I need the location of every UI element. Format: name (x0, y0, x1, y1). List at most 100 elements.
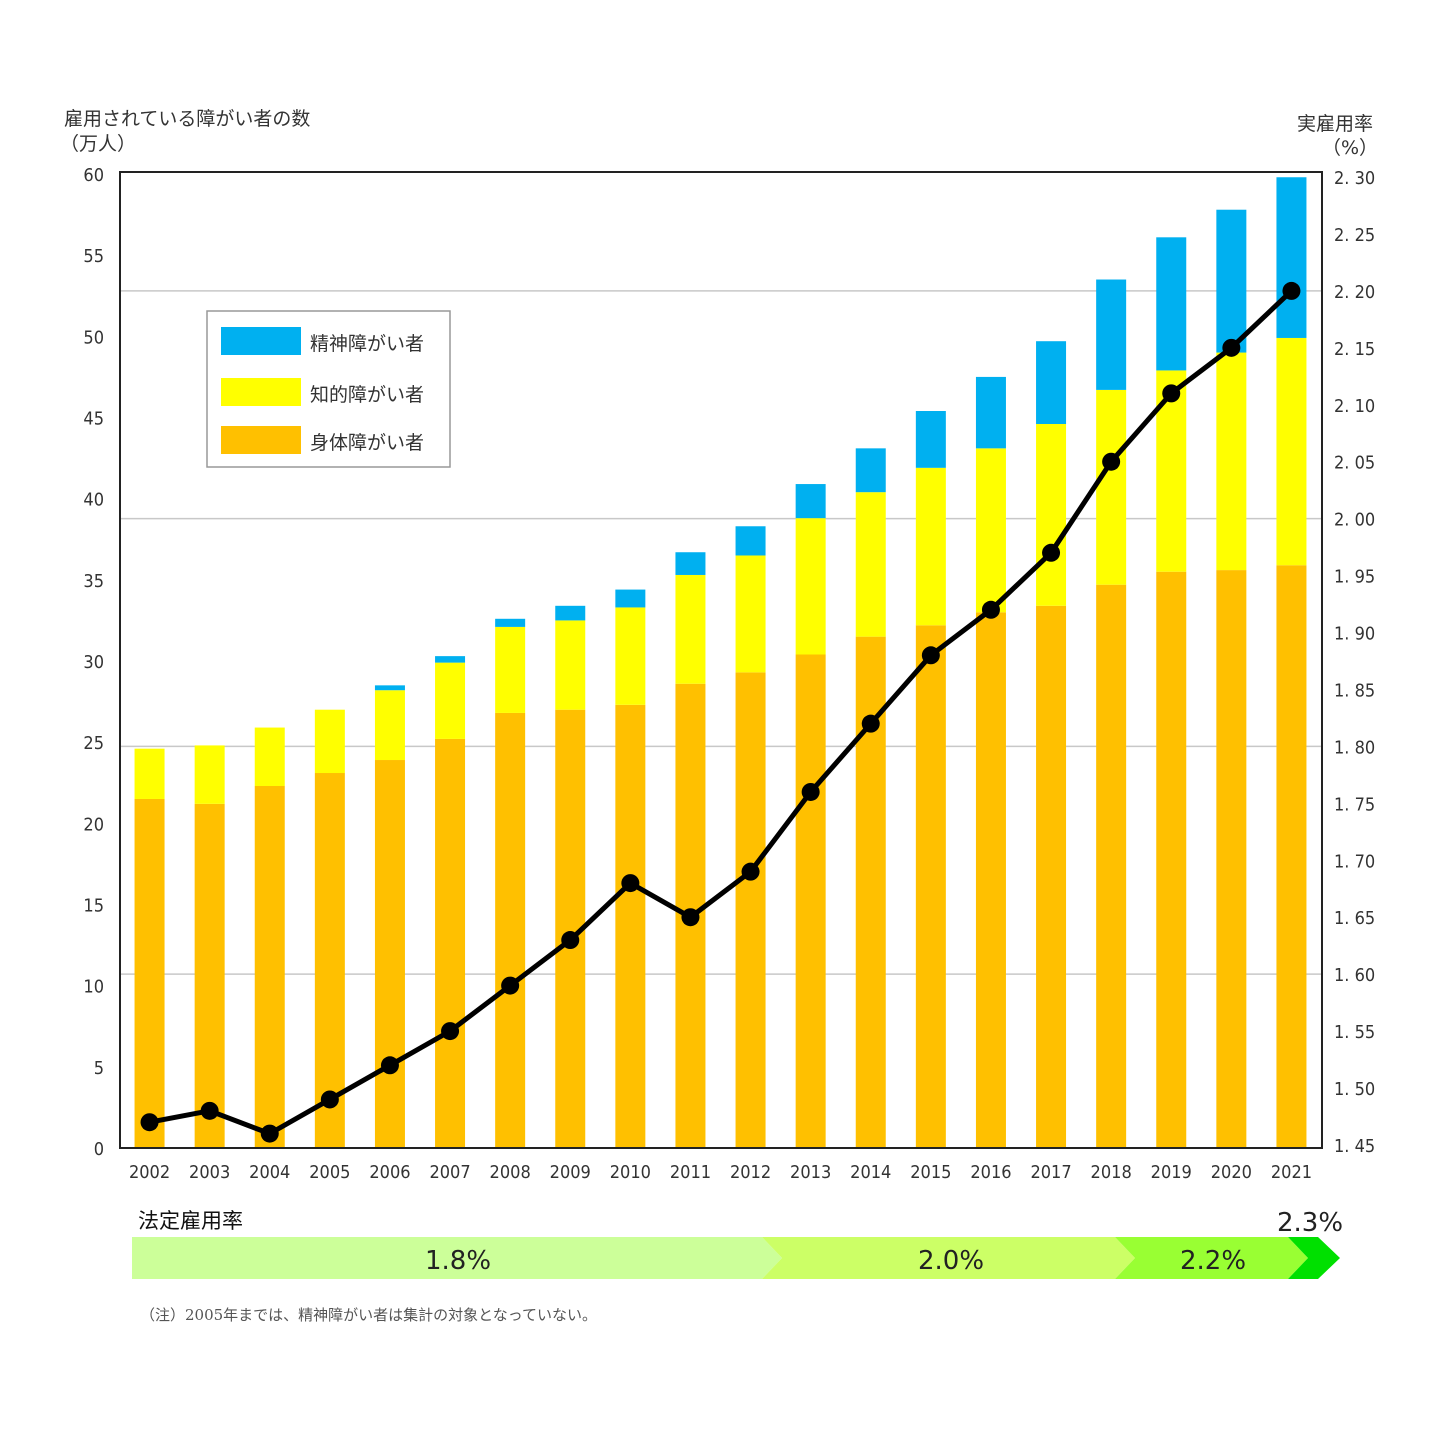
y2-tick-label: 1. 50 (1334, 1079, 1375, 1100)
y-tick-label: 10 (83, 977, 104, 998)
rate-point (861, 714, 880, 733)
legal-rate-segment-1-8 (132, 1237, 782, 1279)
y2-tick-label: 2. 20 (1334, 282, 1375, 303)
legal-rate-segment-2-0 (762, 1237, 1135, 1279)
y-tick-label: 35 (83, 571, 104, 592)
bar-physical-segment (1156, 571, 1187, 1148)
y2-tick-label: 2. 30 (1334, 168, 1375, 189)
rate-point (200, 1101, 219, 1120)
bar-mental-segment (1216, 209, 1247, 353)
bar-physical-segment (1276, 565, 1307, 1148)
y2-tick-label: 1. 90 (1334, 624, 1375, 645)
x-tick-label: 2021 (1271, 1162, 1312, 1183)
x-tick-label: 2006 (369, 1162, 410, 1183)
legal-rate-segment-2-2 (1115, 1237, 1308, 1279)
x-tick-label: 2011 (670, 1162, 711, 1183)
bar-mental-segment (735, 526, 766, 556)
y2-axis-unit: （%） (1322, 137, 1378, 159)
bar-intellectual-segment (495, 626, 526, 713)
bar-mental-segment (675, 552, 706, 575)
footnote: （注）2005年までは、精神障がい者は集計の対象となっていない。 (140, 1306, 597, 1324)
rate-point (1042, 543, 1061, 562)
bar-intellectual-segment (795, 518, 826, 655)
y-tick-label: 15 (83, 896, 104, 917)
bar-intellectual-segment (134, 748, 165, 799)
bar-intellectual-segment (855, 492, 886, 637)
x-tick-label: 2018 (1091, 1162, 1132, 1183)
x-tick-label: 2002 (129, 1162, 170, 1183)
y2-tick-label: 2. 00 (1334, 510, 1375, 531)
rate-point (1222, 338, 1241, 357)
rate-point (320, 1090, 339, 1109)
y-tick-label: 45 (83, 409, 104, 430)
y2-tick-label: 2. 15 (1334, 339, 1375, 360)
bar-physical-segment (134, 798, 165, 1148)
y-axis-title: 雇用されている障がい者の数 (64, 108, 310, 130)
bar-physical-segment (615, 704, 646, 1148)
bar-mental-segment (495, 618, 526, 627)
bar-intellectual-segment (314, 709, 345, 774)
y-axis-ticks: 0 5 10 15 20 25 30 35 40 45 50 55 60 (83, 165, 104, 1160)
bar-mental-segment (1276, 177, 1307, 338)
rate-point (380, 1056, 399, 1075)
bar-intellectual-segment (915, 467, 946, 626)
rate-point (1102, 452, 1121, 471)
rate-point (501, 976, 520, 995)
x-axis-ticks: 2002 2003 2004 2005 2006 2007 2008 2009 2010 2011… (129, 1162, 1312, 1183)
x-tick-label: 2007 (429, 1162, 470, 1183)
x-tick-label: 2013 (790, 1162, 831, 1183)
legal-rate-label-2-2: 2.2% (1180, 1246, 1246, 1276)
rate-point (441, 1022, 460, 1041)
bar-physical-segment (194, 803, 225, 1148)
y-tick-label: 50 (83, 327, 104, 348)
legal-rate-label-2-3: 2.3% (1277, 1208, 1343, 1238)
y-tick-label: 30 (83, 652, 104, 673)
bar-physical-segment (735, 672, 766, 1148)
bar-mental-segment (374, 685, 405, 691)
bar-mental-segment (555, 605, 586, 621)
bar-intellectual-segment (435, 662, 466, 739)
rate-point (681, 908, 700, 927)
bar-physical-segment (915, 625, 946, 1148)
bar-mental-segment (915, 411, 946, 468)
bar-mental-segment (795, 484, 826, 519)
y-tick-label: 20 (83, 814, 104, 835)
bar-mental-segment (1036, 341, 1067, 424)
x-tick-label: 2014 (850, 1162, 891, 1183)
bar-physical-segment (1036, 605, 1067, 1148)
bar-mental-segment (975, 376, 1006, 449)
rate-line-path (149, 289, 1294, 1137)
y2-tick-label: 1. 70 (1334, 851, 1375, 872)
y2-tick-label: 1. 95 (1334, 567, 1375, 588)
y-tick-label: 0 (94, 1139, 104, 1160)
x-tick-label: 2003 (189, 1162, 230, 1183)
rate-point (981, 600, 1000, 619)
x-tick-label: 2017 (1030, 1162, 1071, 1183)
bar-intellectual-segment (975, 448, 1006, 613)
bar-mental-segment (855, 448, 886, 493)
bar-intellectual-segment (254, 727, 285, 786)
bar-intellectual-segment (675, 574, 706, 684)
y2-tick-label: 1. 75 (1334, 794, 1375, 815)
bar-physical-segment (314, 773, 345, 1148)
bar-mental-segment (1096, 279, 1127, 390)
x-tick-label: 2004 (249, 1162, 290, 1183)
plot-frame (119, 171, 1323, 1149)
bar-intellectual-segment (615, 607, 646, 705)
bar-physical-segment (1096, 584, 1127, 1148)
rate-point (921, 646, 940, 665)
y2-tick-label: 1. 85 (1334, 680, 1375, 701)
x-tick-label: 2005 (309, 1162, 350, 1183)
x-tick-label: 2008 (490, 1162, 531, 1183)
x-tick-label: 2015 (910, 1162, 951, 1183)
legal-rate-label-1-8: 1.8% (425, 1246, 491, 1276)
bar-intellectual-segment (1216, 352, 1247, 571)
y2-tick-label: 1. 65 (1334, 908, 1375, 929)
bar-physical-segment (495, 712, 526, 1148)
bar-physical-segment (1216, 570, 1247, 1148)
bar-intellectual-segment (735, 555, 766, 673)
y-tick-label: 40 (83, 490, 104, 511)
x-tick-label: 2019 (1151, 1162, 1192, 1183)
y2-tick-label: 1. 80 (1334, 737, 1375, 758)
